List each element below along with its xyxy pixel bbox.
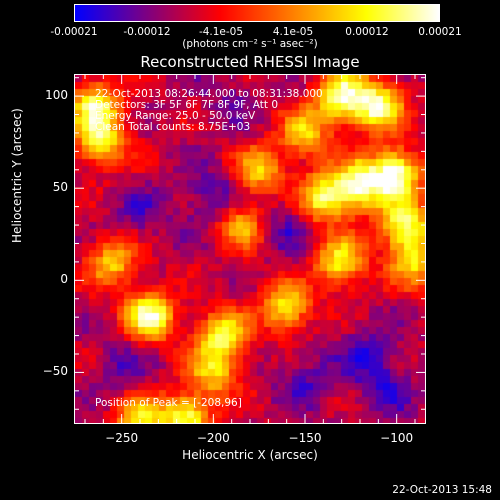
timestamp: 22-Oct-2013 15:48 (392, 484, 492, 496)
annotation-time-range: 22-Oct-2013 08:26:44.000 to 08:31:38.000 (95, 88, 323, 100)
colorbar-tick-label: -0.00012 (123, 26, 171, 38)
heatmap-image (75, 75, 425, 423)
y-tick-label: −50 (42, 364, 68, 379)
annotation-detectors: Detectors: 3F 5F 6F 7F 8F 9F, Att 0 (95, 99, 279, 111)
colorbar-units: (photons cm⁻² s⁻¹ asec⁻²) (182, 38, 318, 50)
x-tick-label: −200 (196, 431, 230, 445)
colorbar-tick-label: 4.1e-05 (272, 26, 314, 38)
x-tick-label: −100 (380, 431, 414, 445)
y-tick-label: 0 (60, 272, 68, 287)
peak-position-label: Position of Peak = [-208,96] (95, 397, 242, 409)
chart-title: Reconstructed RHESSI Image (140, 53, 360, 71)
colorbar-tick-label: -0.00021 (50, 26, 98, 38)
colorbar-tick-label: 0.00021 (418, 26, 462, 38)
colorbar-tick-label: -4.1e-05 (198, 26, 244, 38)
y-tick-label: 100 (45, 88, 68, 103)
colorbar-tick-label: 0.00012 (345, 26, 389, 38)
x-axis-label: Heliocentric X (arcsec) (182, 448, 318, 462)
plot-area: 22-Oct-2013 08:26:44.000 to 08:31:38.000… (74, 74, 426, 424)
annotation-energy-range: Energy Range: 25.0 - 50.0 keV (95, 110, 256, 122)
x-tick-label: −250 (105, 431, 139, 445)
annotation-counts: Clean Total counts: 8.75E+03 (95, 121, 251, 133)
colorbar (74, 4, 440, 22)
x-tick-label: −150 (288, 431, 322, 445)
y-tick-label: 50 (52, 180, 68, 195)
y-axis-label: Heliocentric Y (arcsec) (10, 108, 24, 243)
